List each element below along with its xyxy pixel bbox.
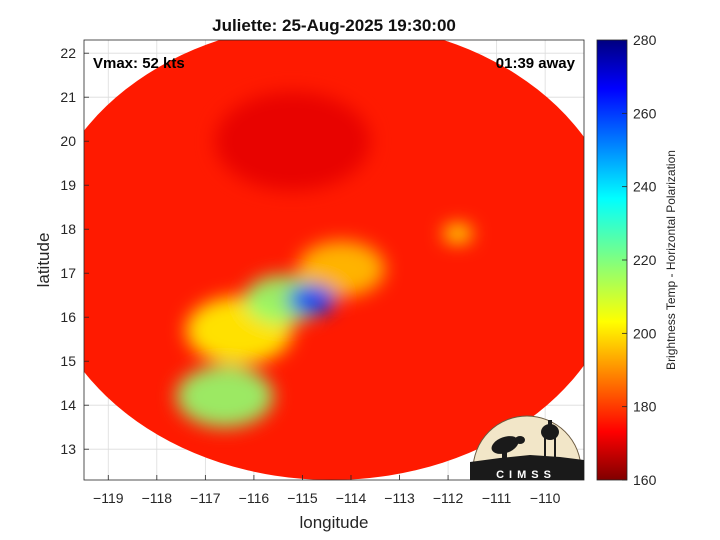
colorbar-label: Brightness Temp - Horizontal Polarizatio… <box>664 150 678 370</box>
x-tick-label: −112 <box>433 490 464 506</box>
y-tick-label: 18 <box>60 221 76 237</box>
feature-eye-ring <box>297 241 385 297</box>
axes-frame <box>83 39 585 481</box>
colorbar-tick-label: 260 <box>633 105 657 121</box>
y-tick-labels: 13 14 15 16 17 18 19 20 21 22 <box>60 45 89 457</box>
y-tick-label: 15 <box>60 353 76 369</box>
colorbar-tick-label: 240 <box>633 179 657 195</box>
feature-storm-core <box>287 284 337 315</box>
cimss-logo: CIMSS <box>470 415 584 481</box>
y-tick-label: 17 <box>60 265 76 281</box>
colorbar-tick-labels: 160 180 200 220 240 260 280 <box>622 32 657 488</box>
x-tick-label: −118 <box>142 490 173 506</box>
colorbar-tick-label: 220 <box>633 252 657 268</box>
y-tick-label: 13 <box>60 441 76 457</box>
x-tick-label: −117 <box>190 490 221 506</box>
feature-southern-band <box>176 365 274 428</box>
feature-eastern-convection <box>443 224 473 243</box>
x-axis-label: longitude <box>299 513 368 532</box>
y-tick-label: 19 <box>60 177 76 193</box>
x-tick-label: −119 <box>93 490 124 506</box>
x-tick-label: −110 <box>530 490 561 506</box>
y-tick-label: 20 <box>60 133 76 149</box>
y-tick-label: 16 <box>60 309 76 325</box>
y-tick-label: 22 <box>60 45 76 61</box>
x-tick-label: −115 <box>287 490 318 506</box>
cimss-logo-text: CIMSS <box>496 469 556 481</box>
colorbar-tick-label: 200 <box>633 325 657 341</box>
x-tick-label: −116 <box>239 490 270 506</box>
feature-clear-region-north <box>215 91 371 191</box>
y-axis-label: latitude <box>34 233 53 288</box>
y-tick-label: 14 <box>60 397 76 413</box>
colorbar-tick-label: 280 <box>633 32 657 48</box>
colorbar-tick-label: 160 <box>633 472 657 488</box>
x-tick-label: −111 <box>482 490 512 506</box>
colorbar-tick-label: 180 <box>633 399 657 415</box>
x-tick-labels: −119 −118 −117 −116 −115 −114 −113 −112 −111 −110 <box>93 475 561 506</box>
x-tick-label: −114 <box>336 490 367 506</box>
y-tick-label: 21 <box>60 89 76 105</box>
vmax-annotation: Vmax: 52 kts <box>93 55 185 72</box>
brightness-features <box>176 91 473 428</box>
x-tick-label: −113 <box>384 490 415 506</box>
time-away-annotation: 01:39 away <box>496 55 576 72</box>
chart-title: Juliette: 25-Aug-2025 19:30:00 <box>212 16 456 35</box>
